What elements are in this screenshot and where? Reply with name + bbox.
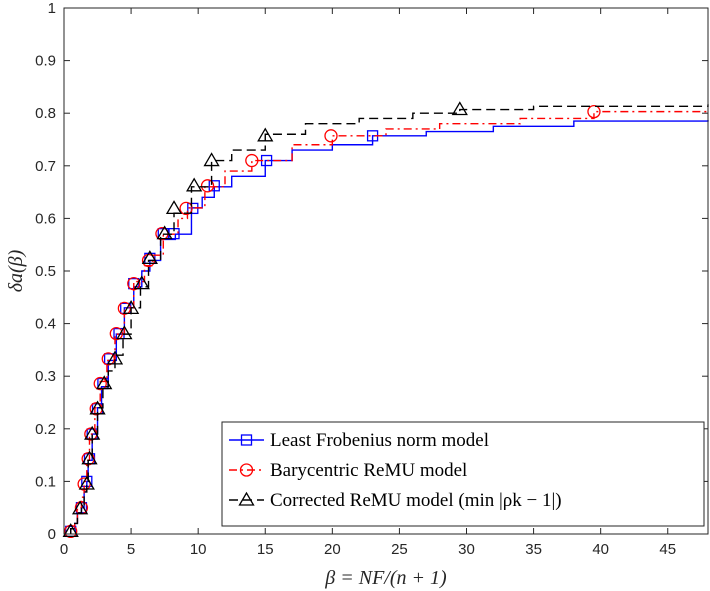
series-line-3	[70, 104, 709, 534]
series-layer	[62, 101, 709, 539]
series-2-marker	[587, 104, 601, 119]
y-tick-label: 0.3	[35, 368, 56, 385]
x-tick-label: 15	[257, 541, 274, 558]
y-tick-label: 0.9	[35, 53, 56, 70]
series-2-marker	[101, 352, 115, 366]
x-tick-label: 20	[324, 541, 341, 558]
y-tick-label: 0.4	[35, 316, 56, 333]
x-axis-label: β = NF/(n + 1)	[324, 567, 447, 589]
x-tick-label: 30	[458, 541, 475, 558]
x-tick-label: 45	[659, 541, 676, 558]
series-3-marker	[106, 350, 124, 365]
legend-marker-1	[240, 434, 253, 446]
series-2-marker	[109, 326, 123, 341]
series-3-marker	[71, 500, 89, 515]
x-tick-label: 25	[391, 541, 408, 558]
legend-marker-2	[239, 463, 254, 477]
ticks-layer: 0 5 10 15 20 25 30 35 40 45 0 0.1 0.2 0.3 0.4 0.5 0.6 0.7…	[35, 0, 708, 558]
y-tick-label: 0	[48, 526, 56, 543]
legend-label-1: Least Frobenius norm model	[270, 430, 489, 451]
x-tick-label: 0	[60, 541, 68, 558]
y-tick-label: 0.8	[35, 105, 56, 122]
legend-marker-3	[238, 491, 255, 506]
series-3-marker	[78, 475, 95, 490]
y-tick-label: 1	[48, 0, 56, 17]
y-tick-label: 0.7	[35, 158, 56, 175]
series-3-marker	[141, 250, 158, 265]
series-2-marker	[179, 201, 193, 216]
x-tick-label: 40	[592, 541, 609, 558]
series-2-marker	[127, 276, 141, 291]
series-3-marker	[96, 375, 113, 390]
series-3-marker	[165, 200, 183, 215]
series-2-marker	[93, 376, 107, 391]
series-3-marker	[116, 325, 133, 340]
series-2-marker	[77, 477, 91, 491]
series-3-marker	[257, 127, 274, 142]
y-axis-label: δa(β)	[5, 249, 27, 292]
y-tick-label: 0.2	[35, 421, 56, 438]
y-tick-label: 0.5	[35, 263, 56, 280]
legend: Least Frobenius norm model Barycentric Re…	[221, 421, 705, 527]
x-tick-label: 5	[127, 541, 135, 558]
series-1-marker	[208, 180, 220, 192]
series-3-marker	[203, 152, 220, 167]
series-3-marker	[156, 225, 173, 240]
series-2-marker	[200, 179, 215, 193]
series-2-marker	[324, 129, 338, 143]
series-2-marker	[117, 301, 132, 315]
legend-box	[221, 421, 705, 527]
x-tick-label: 10	[190, 541, 207, 558]
x-tick-label: 35	[525, 541, 542, 558]
series-3-marker	[84, 425, 101, 440]
series-3-marker	[186, 177, 203, 192]
series-3-marker	[133, 275, 150, 290]
y-tick-label: 0.1	[35, 473, 56, 490]
legend-label-3: Corrected ReMU model (min |ρk − 1|)	[270, 490, 562, 511]
legend-label-2: Barycentric ReMU model	[270, 460, 467, 481]
y-tick-label: 0.6	[35, 210, 56, 227]
series-3-marker	[89, 400, 106, 415]
series-3-marker	[122, 300, 140, 314]
series-3-marker	[81, 450, 98, 465]
series-2-marker	[245, 153, 259, 168]
series-3-marker	[62, 523, 79, 538]
series-3-marker	[451, 101, 468, 116]
